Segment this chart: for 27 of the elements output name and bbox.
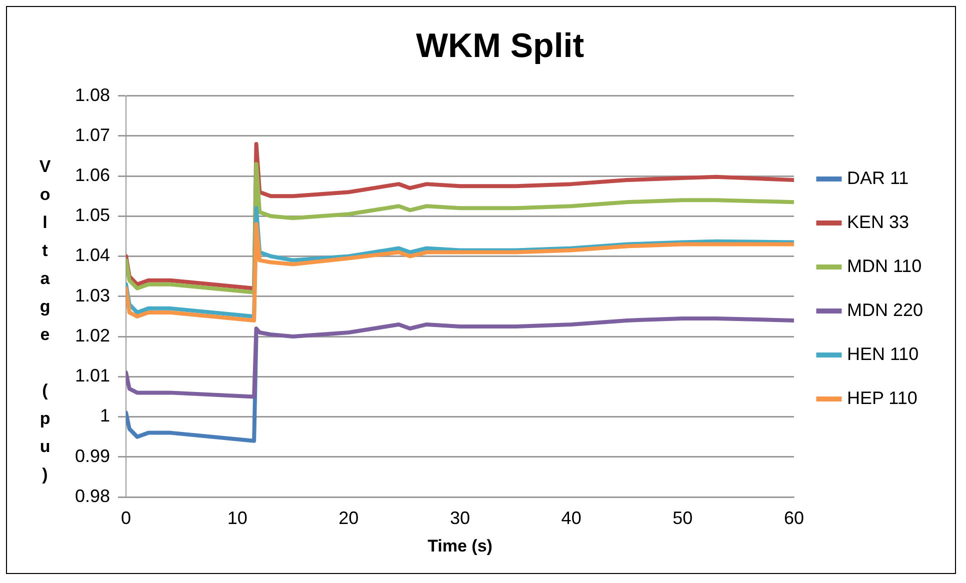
y-tick-label: 1.08 bbox=[74, 84, 110, 105]
x-tick-label: 30 bbox=[450, 508, 470, 528]
y-tick-label: 0.98 bbox=[74, 486, 110, 506]
chart-title: WKM Split bbox=[416, 26, 584, 65]
legend-label: MDN 110 bbox=[846, 256, 922, 276]
y-tick-label: 0.99 bbox=[74, 446, 110, 466]
y-tick-label: 1.02 bbox=[74, 325, 110, 346]
text: Voltage (pu) bbox=[39, 157, 51, 484]
x-tick-label: 0 bbox=[121, 508, 132, 528]
y-tick-label: 1.06 bbox=[74, 165, 110, 186]
y-tick-label: 1.01 bbox=[74, 366, 110, 386]
legend-label: DAR 11 bbox=[846, 168, 909, 188]
legend-label: MDN 220 bbox=[846, 300, 924, 320]
y-tick-label: 1.04 bbox=[74, 245, 110, 266]
legend-label: HEN 110 bbox=[846, 344, 919, 364]
y-tick-label: 1.03 bbox=[74, 285, 110, 306]
x-tick-label: 20 bbox=[338, 508, 359, 528]
x-axis-title: Time (s) bbox=[428, 536, 492, 556]
y-tick-label: 1.05 bbox=[74, 205, 110, 226]
legend-label: HEP 110 bbox=[846, 388, 918, 408]
y-tick-label: 1 bbox=[100, 406, 110, 426]
legend-label: KEN 33 bbox=[846, 212, 910, 232]
x-tick-label: 50 bbox=[672, 508, 693, 528]
x-tick-label: 10 bbox=[227, 508, 248, 528]
y-tick-label: 1.07 bbox=[74, 124, 110, 145]
x-tick-label: 40 bbox=[561, 508, 582, 528]
x-tick-label: 60 bbox=[784, 508, 804, 528]
